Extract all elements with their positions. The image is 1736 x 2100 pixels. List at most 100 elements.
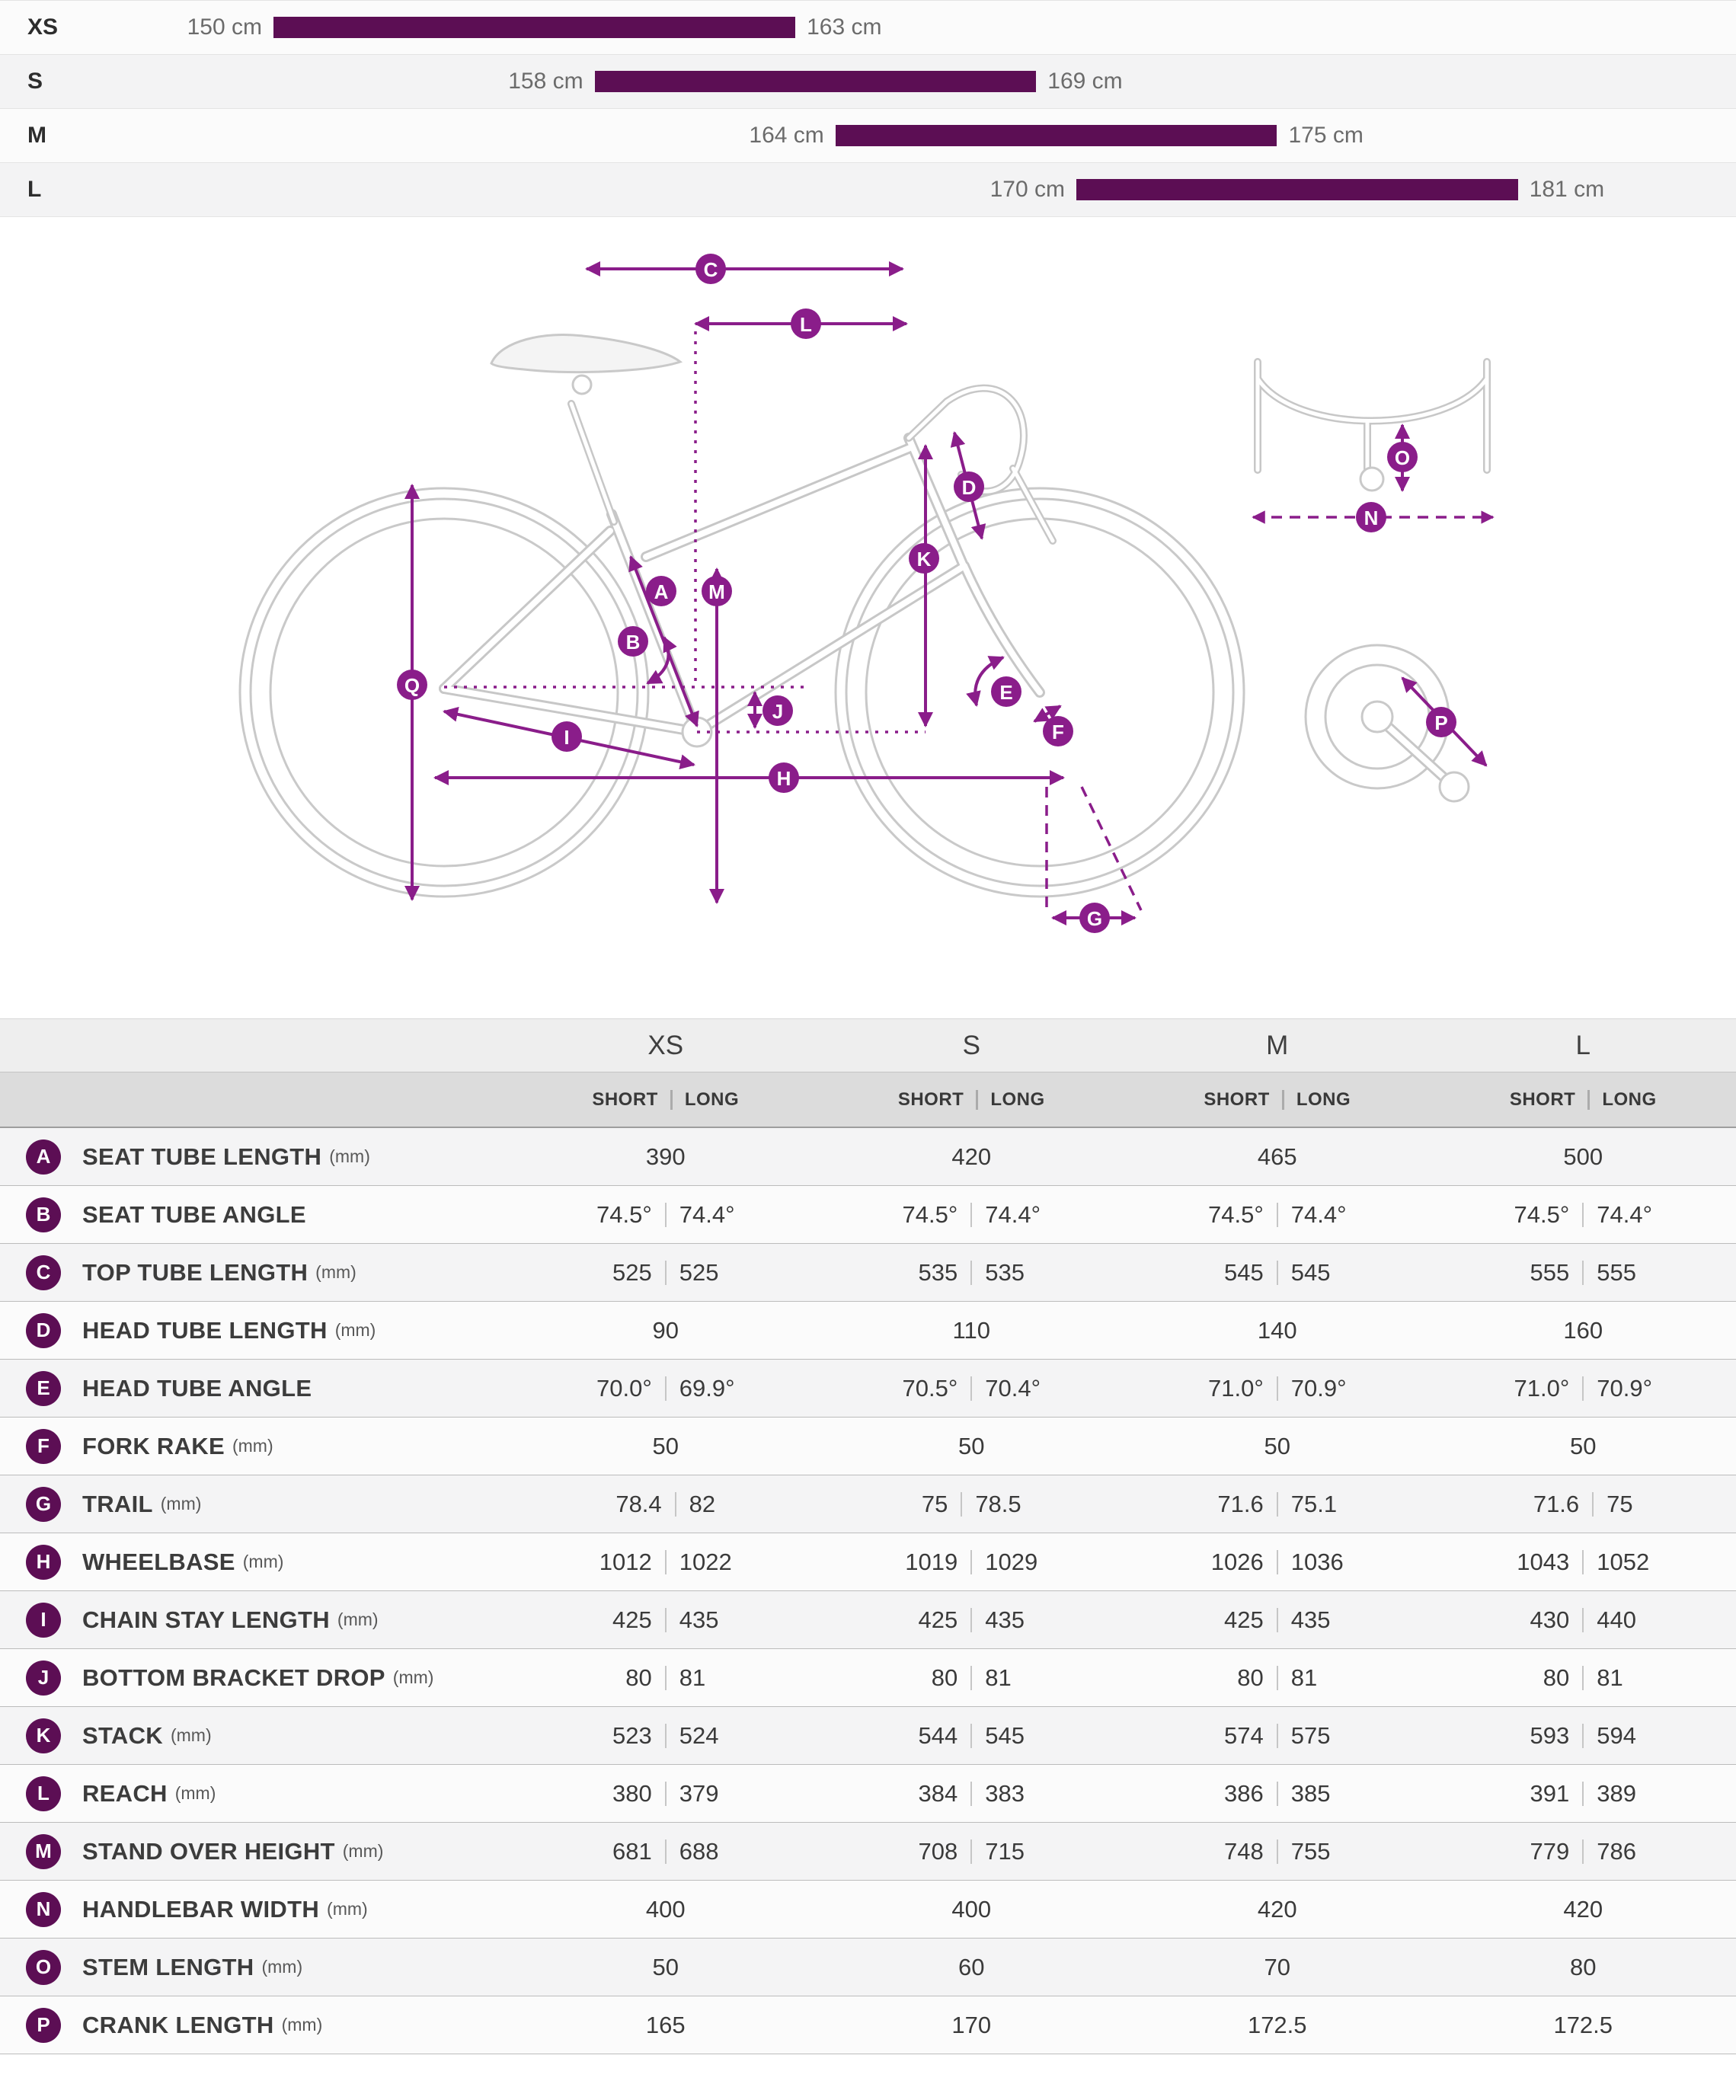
spec-cell: P CRANK LENGTH (mm) bbox=[0, 2007, 513, 2043]
value-cell-m: 425 435 bbox=[1124, 1606, 1431, 1634]
table-row-e: E HEAD TUBE ANGLE 70.0° 69.9° 70.5° 70.4° 71.0… bbox=[0, 1360, 1736, 1418]
long-value: 440 bbox=[1597, 1606, 1636, 1633]
table-row-o: O STEM LENGTH (mm) 50 60 70 80 bbox=[0, 1939, 1736, 1996]
spec-cell: B SEAT TUBE ANGLE bbox=[0, 1197, 513, 1232]
max-height-label: 181 cm bbox=[1529, 177, 1605, 202]
size-label: S bbox=[27, 69, 43, 94]
table-row-h: H WHEELBASE (mm) 1012 1022 1019 1029 1026 1036 10… bbox=[0, 1533, 1736, 1591]
value-divider bbox=[970, 1202, 973, 1227]
short-label: SHORT bbox=[592, 1088, 658, 1110]
value-divider bbox=[970, 1376, 973, 1401]
table-row-a: A SEAT TUBE LENGTH (mm) 390 420 465 500 bbox=[0, 1128, 1736, 1186]
spec-cell: I CHAIN STAY LENGTH (mm) bbox=[0, 1602, 513, 1638]
spec-unit: (mm) bbox=[170, 1725, 212, 1745]
value-cell-m: 420 bbox=[1124, 1896, 1431, 1923]
value-cell-xs: 681 688 bbox=[513, 1838, 819, 1865]
value-cell-s: 1019 1029 bbox=[819, 1549, 1125, 1576]
long-value: 78.5 bbox=[975, 1490, 1021, 1517]
value: 60 bbox=[958, 1953, 985, 1980]
value: 172.5 bbox=[1553, 2011, 1613, 2038]
svg-text:B: B bbox=[626, 631, 641, 654]
short-value: 74.5° bbox=[902, 1200, 958, 1228]
spec-cell: N HANDLEBAR WIDTH (mm) bbox=[0, 1891, 513, 1927]
short-value: 80 bbox=[931, 1664, 958, 1691]
height-row: S 158 cm 169 cm bbox=[0, 55, 1736, 109]
row-letter-badge: H bbox=[26, 1544, 61, 1580]
fit-header-l: SHORT LONG bbox=[1431, 1089, 1736, 1111]
long-label: LONG bbox=[1296, 1088, 1351, 1110]
long-value: 74.4° bbox=[1290, 1200, 1347, 1228]
spec-cell: L REACH (mm) bbox=[0, 1776, 513, 1811]
value: 50 bbox=[1264, 1432, 1290, 1459]
long-value: 535 bbox=[985, 1258, 1025, 1286]
value-divider bbox=[1276, 1607, 1278, 1632]
saddle-clamp-icon bbox=[571, 374, 593, 395]
short-value: 391 bbox=[1530, 1779, 1570, 1807]
row-letter-badge: P bbox=[26, 2007, 61, 2043]
table-row-l: L REACH (mm) 380 379 384 383 386 385 391 389 bbox=[0, 1765, 1736, 1823]
value-divider bbox=[1582, 1723, 1584, 1748]
height-row: M 164 cm 175 cm bbox=[0, 109, 1736, 163]
spec-cell: A SEAT TUBE LENGTH (mm) bbox=[0, 1139, 513, 1175]
value-cell-m: 74.5° 74.4° bbox=[1124, 1201, 1431, 1229]
short-value: 425 bbox=[1224, 1606, 1264, 1633]
long-value: 1036 bbox=[1290, 1548, 1344, 1575]
spec-unit: (mm) bbox=[174, 1783, 216, 1803]
crank-hub-icon bbox=[1360, 700, 1394, 734]
short-value: 386 bbox=[1224, 1779, 1264, 1807]
diagram-marker-i: I bbox=[551, 721, 582, 752]
value-divider bbox=[1276, 1376, 1278, 1401]
value-divider bbox=[1582, 1549, 1584, 1574]
spec-unit: (mm) bbox=[337, 1609, 379, 1629]
stem-clamp-icon bbox=[1359, 466, 1385, 492]
long-value: 755 bbox=[1290, 1837, 1331, 1865]
short-value: 70.5° bbox=[902, 1374, 958, 1402]
value: 50 bbox=[652, 1432, 679, 1459]
value-cell-xs: 50 bbox=[513, 1954, 819, 1981]
value-divider bbox=[664, 1260, 667, 1285]
size-label: XS bbox=[27, 14, 59, 40]
spec-label: CRANK LENGTH bbox=[82, 2011, 274, 2038]
value: 500 bbox=[1563, 1143, 1603, 1170]
value-divider bbox=[970, 1839, 973, 1864]
short-value: 523 bbox=[612, 1721, 652, 1749]
svg-text:I: I bbox=[564, 726, 569, 749]
spec-cell: G TRAIL (mm) bbox=[0, 1486, 513, 1522]
diagram-marker-q: Q bbox=[397, 670, 427, 700]
min-height-label: 170 cm bbox=[989, 177, 1065, 202]
spec-label: HANDLEBAR WIDTH bbox=[82, 1895, 320, 1923]
value-cell-m: 172.5 bbox=[1124, 2012, 1431, 2039]
table-size-header-row: XS S M L bbox=[0, 1019, 1736, 1072]
long-value: 81 bbox=[679, 1664, 706, 1691]
svg-text:A: A bbox=[654, 580, 669, 603]
long-value: 715 bbox=[985, 1837, 1025, 1865]
svg-text:M: M bbox=[708, 580, 725, 603]
value-divider bbox=[664, 1376, 667, 1401]
short-value: 425 bbox=[612, 1606, 652, 1633]
spec-label: FORK RAKE bbox=[82, 1432, 225, 1459]
value-cell-s: 708 715 bbox=[819, 1838, 1125, 1865]
value-cell-s: 110 bbox=[819, 1317, 1125, 1344]
svg-text:N: N bbox=[1364, 507, 1379, 529]
value-cell-xs: 1012 1022 bbox=[513, 1549, 819, 1576]
short-value: 544 bbox=[918, 1721, 958, 1749]
header-divider bbox=[1587, 1089, 1591, 1110]
value-cell-xs: 74.5° 74.4° bbox=[513, 1201, 819, 1229]
spec-unit: (mm) bbox=[342, 1841, 384, 1861]
value: 172.5 bbox=[1247, 2011, 1307, 2038]
value-cell-xs: 165 bbox=[513, 2012, 819, 2039]
value: 465 bbox=[1257, 1143, 1297, 1170]
value-cell-xs: 80 81 bbox=[513, 1664, 819, 1692]
value-divider bbox=[1276, 1781, 1278, 1806]
value-cell-m: 748 755 bbox=[1124, 1838, 1431, 1865]
value-divider bbox=[664, 1665, 667, 1690]
rider-height-chart: XS 150 cm 163 cm S 158 cm 169 cm M 164 cm 175 cm… bbox=[0, 0, 1736, 217]
diagram-marker-l: L bbox=[791, 308, 821, 339]
spec-cell: E HEAD TUBE ANGLE bbox=[0, 1370, 513, 1406]
spec-label: STACK bbox=[82, 1721, 163, 1749]
value-cell-m: 70 bbox=[1124, 1954, 1431, 1981]
value-cell-l: 71.6 75 bbox=[1431, 1491, 1736, 1518]
value-cell-m: 140 bbox=[1124, 1317, 1431, 1344]
value-cell-l: 71.0° 70.9° bbox=[1431, 1375, 1736, 1402]
row-letter-badge: F bbox=[26, 1428, 61, 1464]
